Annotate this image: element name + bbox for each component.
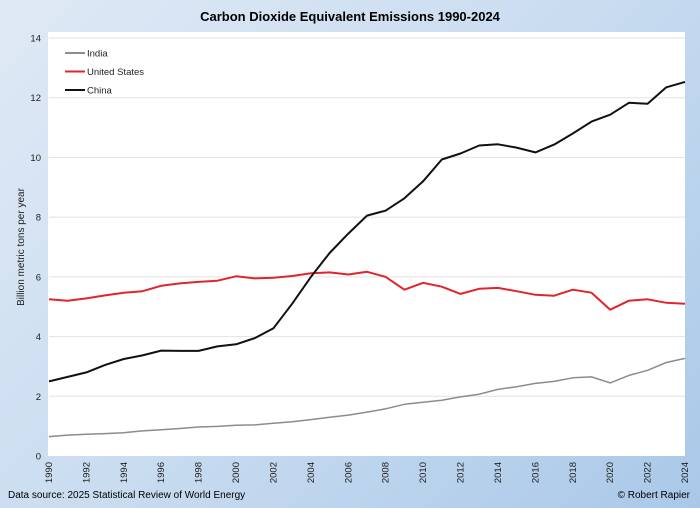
x-tick-label: 2012 — [456, 462, 467, 483]
y-tick-label: 4 — [36, 332, 41, 343]
y-tick-label: 10 — [30, 153, 41, 164]
x-tick-label: 2014 — [493, 462, 504, 483]
x-tick-label: 1990 — [44, 462, 55, 483]
legend-label: India — [87, 49, 108, 60]
chart-title: Carbon Dioxide Equivalent Emissions 1990… — [200, 9, 500, 24]
series-line-india — [48, 357, 686, 438]
x-tick-label: 2024 — [680, 462, 691, 483]
x-tick-label: 1994 — [119, 462, 130, 483]
x-tick-label: 2016 — [530, 462, 541, 483]
x-tick-label: 2006 — [343, 462, 354, 483]
x-tick-label: 2010 — [418, 462, 429, 483]
x-tick-label: 2020 — [605, 462, 616, 483]
y-tick-label: 8 — [36, 213, 41, 224]
x-tick-label: 2002 — [268, 462, 279, 483]
y-tick-label: 12 — [30, 93, 41, 104]
legend-label: United States — [87, 67, 144, 78]
plot-area — [48, 32, 685, 456]
y-tick-label: 14 — [30, 34, 41, 45]
x-tick-label: 2000 — [231, 462, 242, 483]
y-tick-label: 6 — [36, 272, 41, 283]
credit-note: © Robert Rapier — [617, 490, 690, 501]
y-tick-label: 0 — [36, 452, 41, 463]
x-tick-label: 2004 — [306, 462, 317, 483]
y-axis-label: Billion metric tons per year — [16, 187, 27, 305]
legend-label: China — [87, 86, 113, 97]
y-tick-label: 2 — [36, 392, 41, 403]
x-tick-label: 2018 — [568, 462, 579, 483]
series-line-china — [48, 80, 686, 383]
x-tick-label: 1996 — [156, 462, 167, 483]
series-line-united-states — [48, 270, 686, 311]
x-tick-label: 1992 — [81, 462, 92, 483]
x-tick-label: 1998 — [194, 462, 205, 483]
x-tick-label: 2022 — [643, 462, 654, 483]
data-source-note: Data source: 2025 Statistical Review of … — [8, 490, 246, 501]
x-tick-label: 2008 — [381, 462, 392, 483]
